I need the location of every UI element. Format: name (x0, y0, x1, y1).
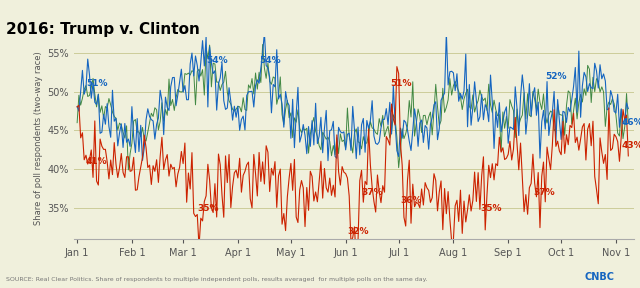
Text: 51%: 51% (86, 79, 108, 88)
Text: 2016: Trump v. Clinton: 2016: Trump v. Clinton (6, 22, 200, 37)
Text: 32%: 32% (348, 227, 369, 236)
Y-axis label: Share of poll respondents (two-way race): Share of poll respondents (two-way race) (34, 51, 43, 225)
Text: 43%: 43% (621, 141, 640, 151)
Text: 52%: 52% (545, 72, 567, 81)
Text: 54%: 54% (259, 56, 281, 65)
Text: 35%: 35% (197, 204, 219, 213)
Text: 36%: 36% (401, 196, 422, 205)
Text: 46%: 46% (621, 118, 640, 127)
Text: 54%: 54% (206, 56, 228, 65)
Text: 37%: 37% (362, 188, 383, 197)
Text: SOURCE: Real Clear Politics. Share of respondents to multiple independent polls,: SOURCE: Real Clear Politics. Share of re… (6, 277, 428, 282)
Text: 51%: 51% (390, 79, 412, 88)
Text: CNBC: CNBC (584, 272, 614, 282)
Text: 41%: 41% (86, 157, 108, 166)
Text: 35%: 35% (480, 204, 501, 213)
Text: 37%: 37% (533, 188, 554, 197)
